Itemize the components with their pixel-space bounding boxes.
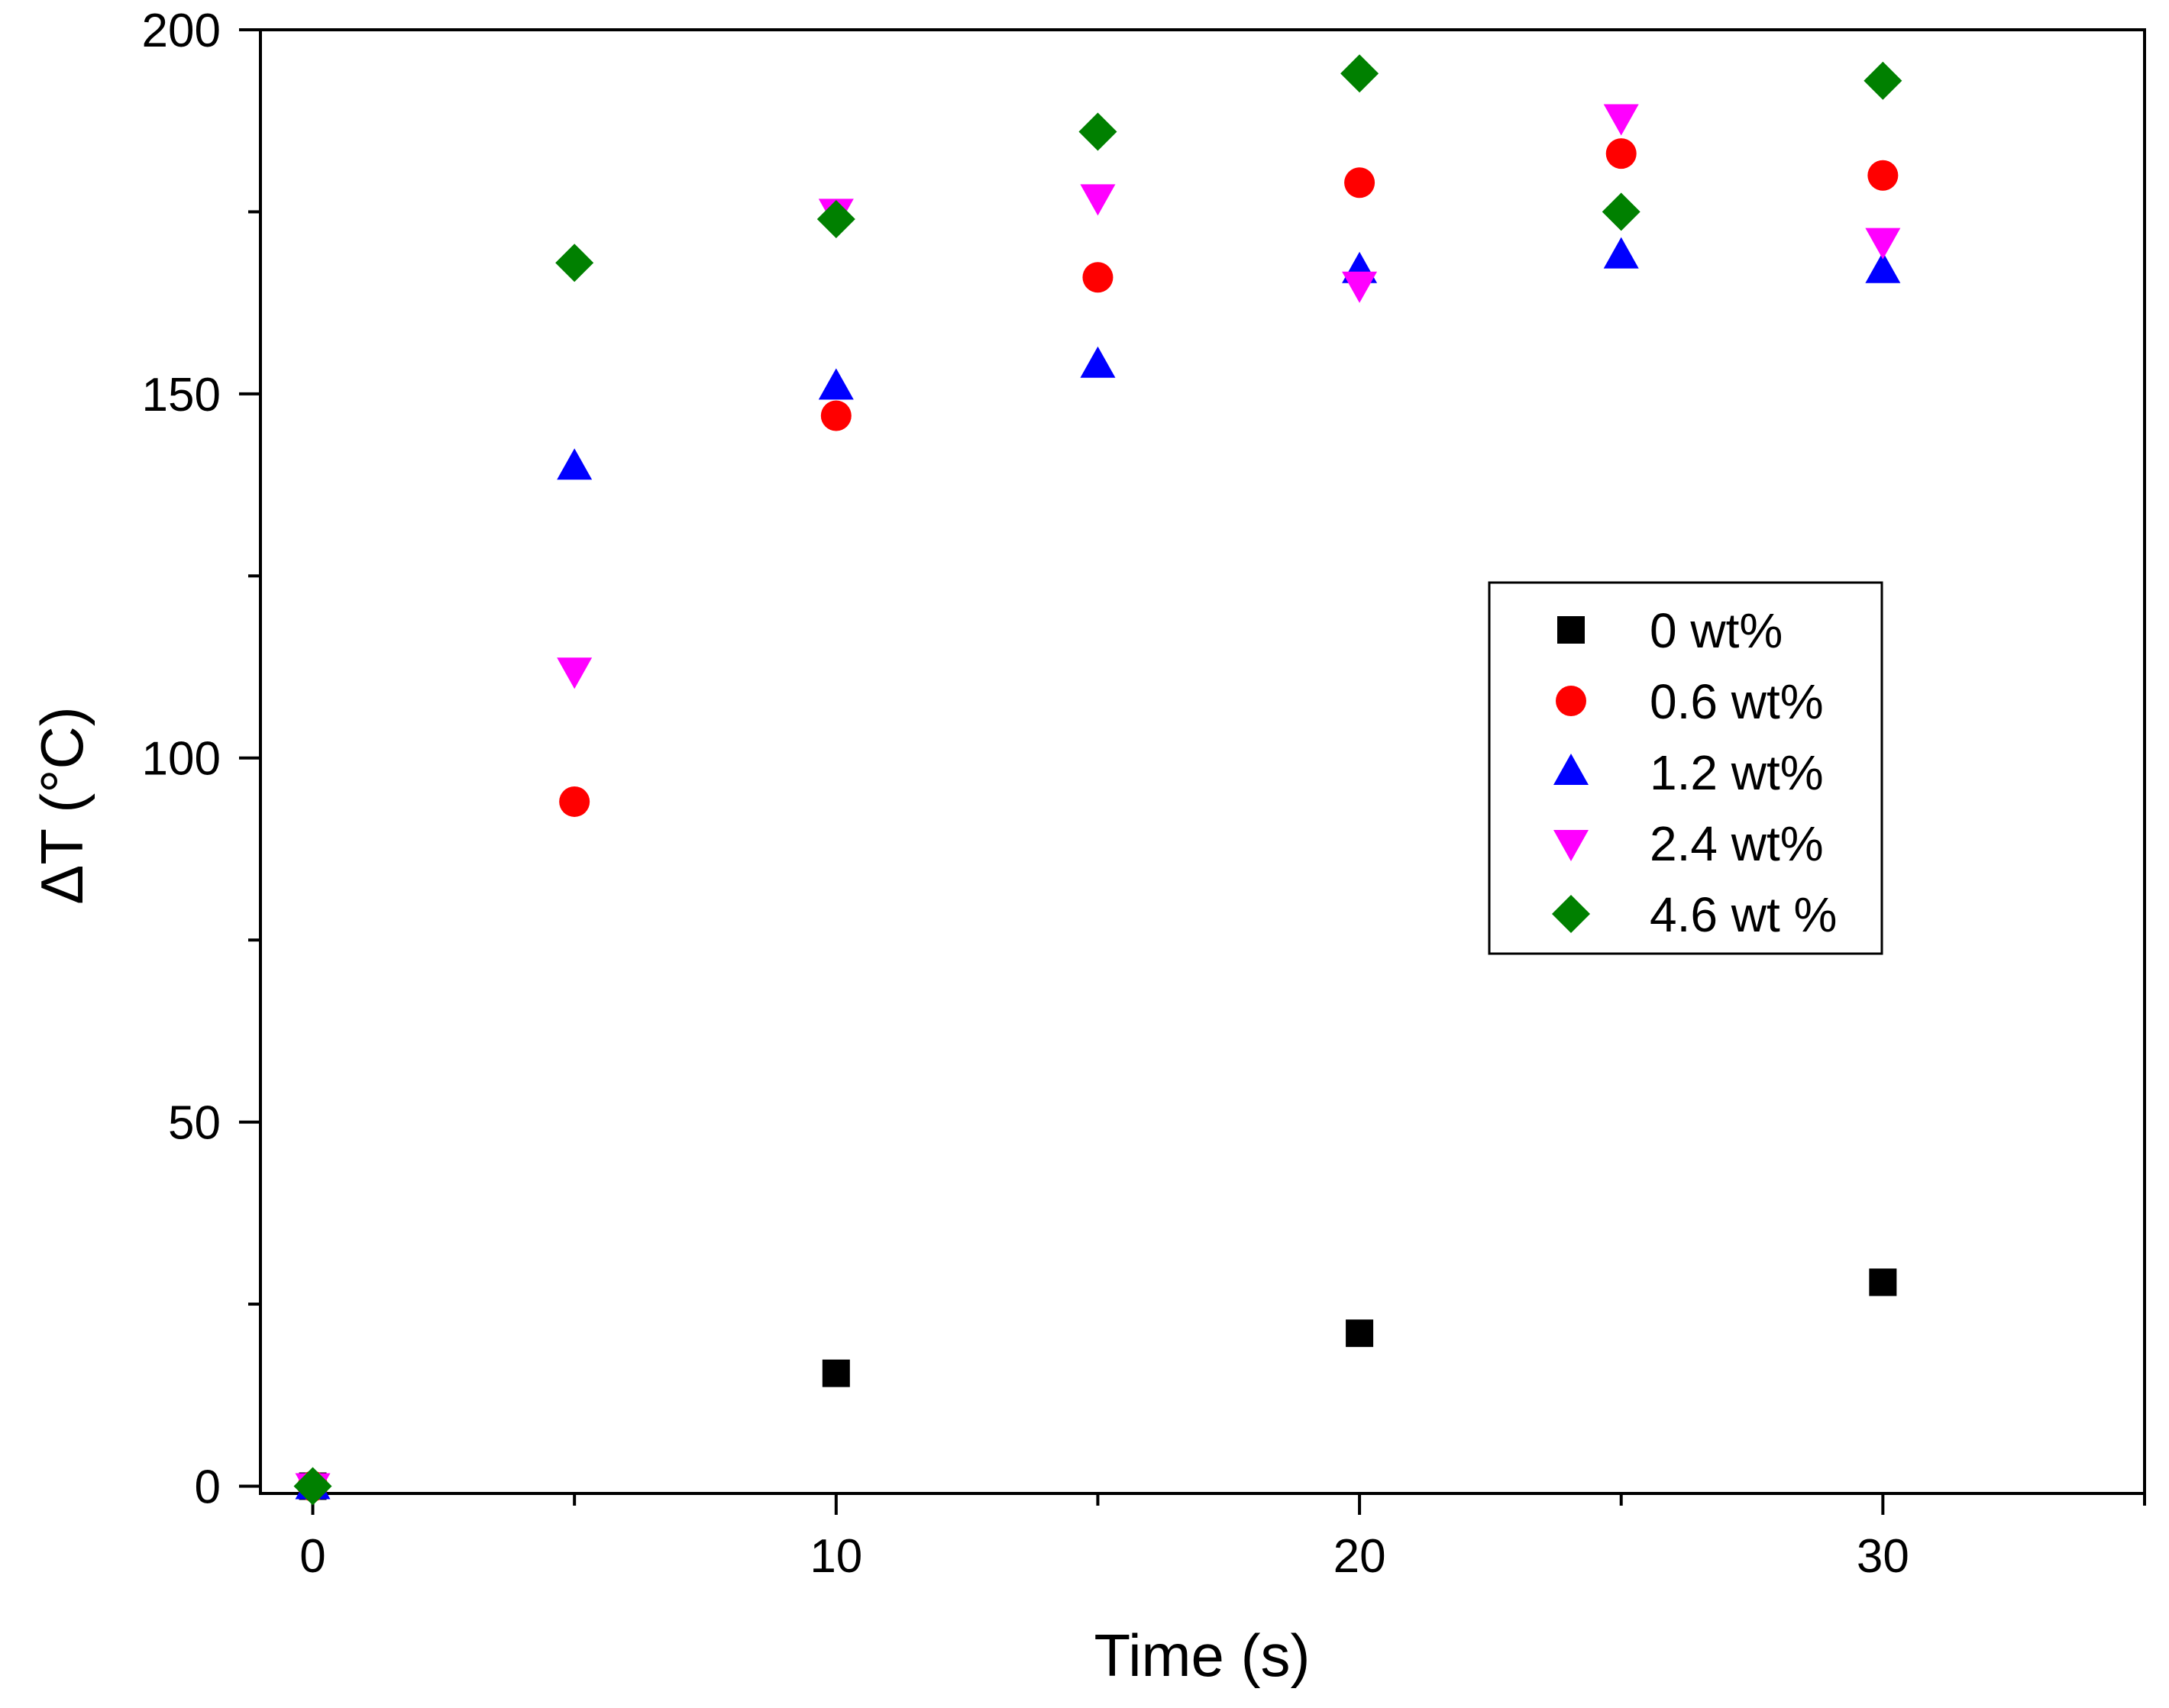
data-point xyxy=(1080,184,1116,216)
y-axis: 0 50 100 150 200 xyxy=(142,5,260,1513)
series-4 xyxy=(293,54,1902,1506)
legend-label: 4.6 wt % xyxy=(1650,887,1837,942)
legend-label: 0 wt% xyxy=(1650,603,1783,658)
data-point xyxy=(293,1467,332,1506)
y-tick-label: 50 xyxy=(168,1097,221,1150)
data-point xyxy=(1865,228,1901,260)
x-axis-title: Time (s) xyxy=(1094,1622,1310,1689)
legend-marker xyxy=(1557,616,1585,644)
data-point xyxy=(1080,346,1116,378)
data-point xyxy=(1082,262,1114,293)
data-point xyxy=(559,786,590,817)
y-axis-title: ΔT (°C) xyxy=(28,706,95,904)
y-tick-label: 200 xyxy=(142,5,221,57)
data-point xyxy=(1340,54,1379,93)
data-point xyxy=(1864,61,1902,100)
data-point xyxy=(1869,1268,1897,1296)
data-point xyxy=(555,244,594,283)
data-point xyxy=(1865,251,1901,283)
series-0 xyxy=(299,1268,1897,1500)
data-point xyxy=(816,199,855,238)
data-point xyxy=(557,657,593,689)
data-point xyxy=(1342,271,1378,303)
legend-box xyxy=(1488,581,1883,955)
data-point xyxy=(818,368,854,400)
data-point xyxy=(1605,138,1637,170)
plot-frame xyxy=(259,28,2146,1495)
legend-label: 1.2 wt% xyxy=(1650,745,1824,800)
legend: 0 wt% 0.6 wt% 1.2 wt% 2.4 wt% 4.6 wt % xyxy=(1488,581,1883,955)
data-point xyxy=(822,1359,850,1387)
data-point xyxy=(1346,1319,1374,1348)
y-tick-label: 100 xyxy=(142,733,221,786)
data-point xyxy=(820,400,852,431)
data-point xyxy=(1603,237,1639,269)
x-tick-label: 20 xyxy=(1333,1530,1386,1583)
y-tick-label: 150 xyxy=(142,369,221,421)
legend-marker xyxy=(1553,830,1589,861)
legend-marker xyxy=(1552,895,1590,933)
x-tick-label: 0 xyxy=(299,1530,325,1583)
x-axis: 0 10 20 30 xyxy=(299,1493,2146,1583)
data-point xyxy=(557,448,593,480)
y-tick-label: 0 xyxy=(195,1461,221,1513)
data-point xyxy=(1078,112,1117,151)
legend-label: 0.6 wt% xyxy=(1650,674,1824,729)
data-point xyxy=(1867,160,1899,191)
legend-marker xyxy=(1553,754,1589,785)
data-point xyxy=(1602,192,1640,231)
legend-label: 2.4 wt% xyxy=(1650,816,1824,871)
legend-marker xyxy=(1556,686,1586,716)
data-point xyxy=(1344,167,1375,199)
data-point xyxy=(1603,104,1639,136)
x-tick-label: 30 xyxy=(1857,1530,1909,1583)
x-tick-label: 10 xyxy=(810,1530,862,1583)
series-layer xyxy=(293,54,1902,1506)
